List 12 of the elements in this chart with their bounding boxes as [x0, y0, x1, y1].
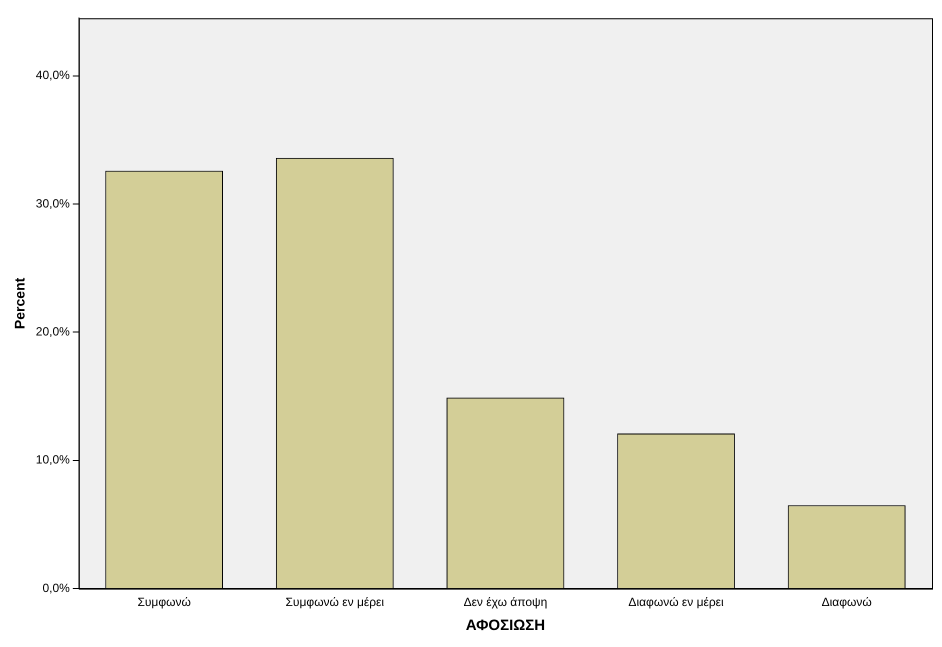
y-tick-label: 10,0% — [36, 452, 70, 467]
x-tick-label: Διαφωνώ — [822, 595, 872, 610]
y-tick-label: 40,0% — [36, 68, 70, 82]
y-tick-label: 0,0% — [42, 580, 70, 595]
y-axis-title: Percent — [11, 277, 28, 330]
x-tick-label: Συμφωνώ εν μέρει — [286, 595, 384, 610]
y-tick-label: 20,0% — [36, 324, 70, 339]
y-tick-label: 30,0% — [36, 196, 70, 210]
x-tick-label: Δεν έχω άποψη — [464, 595, 548, 610]
x-tick-label: Διαφωνώ εν μέρει — [628, 595, 724, 610]
x-tick-label: Συμφωνώ — [137, 595, 191, 610]
x-axis-title: ΑΦΟΣΙΩΣΗ — [466, 617, 546, 634]
